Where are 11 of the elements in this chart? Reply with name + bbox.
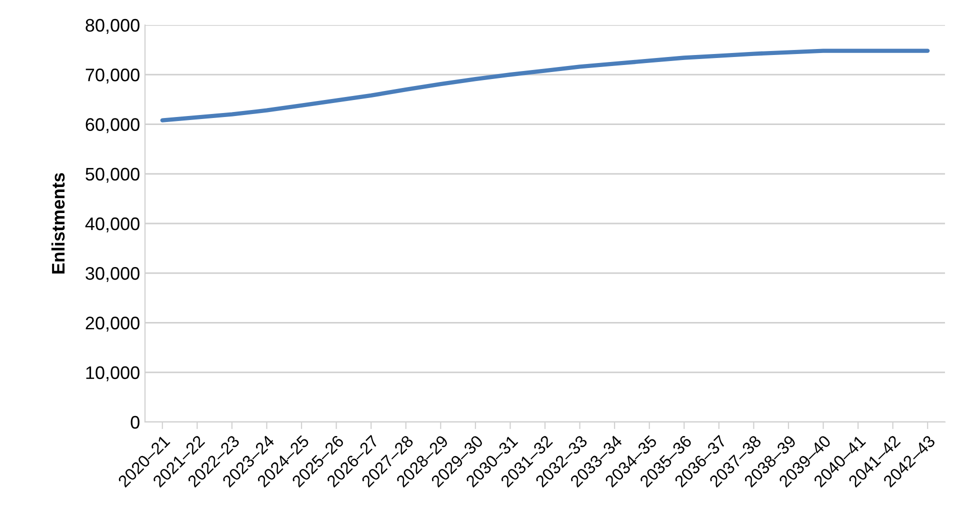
y-tick-label: 30,000	[86, 267, 140, 282]
y-tick-label: 70,000	[86, 68, 140, 84]
y-tick-label: 50,000	[86, 168, 140, 183]
y-tick-label: 0	[130, 416, 140, 429]
y-tick-label: 80,000	[86, 18, 140, 34]
y-tick-label: 10,000	[86, 366, 140, 382]
y-tick-label: 60,000	[86, 118, 140, 134]
line-series	[160, 48, 930, 122]
y-tick-label: 40,000	[85, 217, 140, 232]
y-tick-label: 20,000	[86, 316, 140, 332]
y-axis-title: Enlistments	[51, 173, 65, 274]
